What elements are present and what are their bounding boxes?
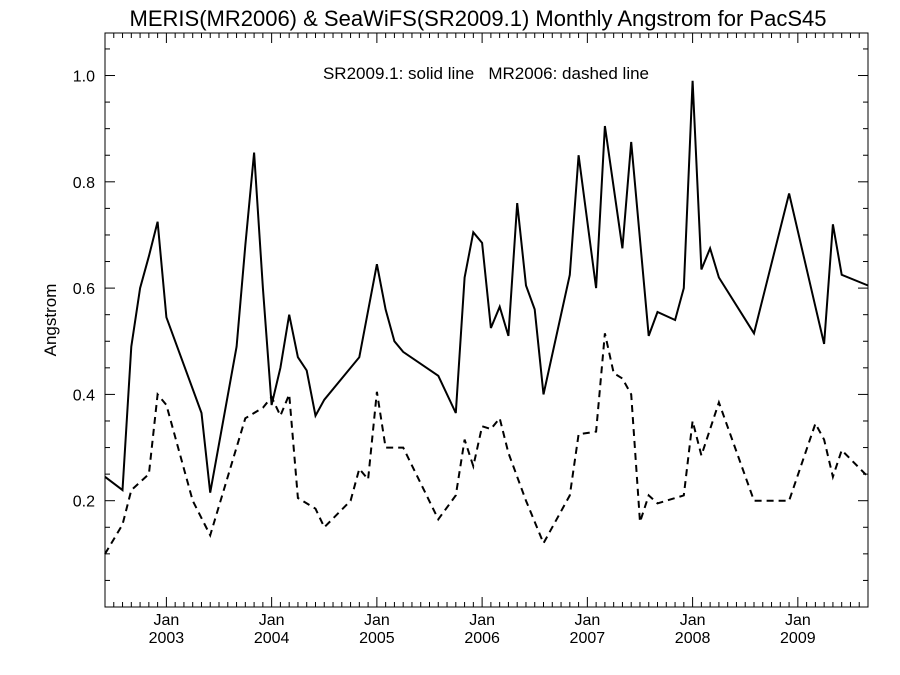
- x-tick-month-label: Jan: [259, 612, 285, 629]
- series-line-sr2009-1: [104, 80, 869, 493]
- x-tick-month-label: Jan: [574, 612, 600, 629]
- x-tick-year-label: 2007: [570, 630, 606, 647]
- x-tick-year-label: 2003: [149, 630, 185, 647]
- x-tick-year-label: 2006: [464, 630, 500, 647]
- y-axis-ticks: 0.2 0.4 0.6 0.8 1.0: [73, 48, 868, 581]
- series-line-mr2006: [104, 333, 869, 555]
- y-axis-label: Angstrom: [41, 284, 60, 357]
- y-tick-label: 0.2: [73, 494, 95, 511]
- y-tick-label: 0.8: [73, 175, 95, 192]
- x-tick-year-label: 2004: [254, 630, 290, 647]
- x-tick-year-label: 2005: [359, 630, 395, 647]
- x-axis-ticks: Jan2003Jan2004Jan2005Jan2006Jan2007Jan20…: [104, 33, 869, 647]
- chart-title: MERIS(MR2006) & SeaWiFS(SR2009.1) Monthl…: [130, 6, 827, 31]
- y-tick-label: 0.6: [73, 281, 95, 298]
- y-tick-label: 1.0: [73, 69, 95, 86]
- x-tick-year-label: 2009: [780, 630, 816, 647]
- x-tick-month-label: Jan: [364, 612, 390, 629]
- x-tick-month-label: Jan: [469, 612, 495, 629]
- plot-frame: [104, 32, 869, 608]
- line-style-annotation: SR2009.1: solid line MR2006: dashed line: [323, 64, 649, 83]
- y-tick-label: 0.4: [73, 387, 95, 404]
- x-tick-month-label: Jan: [680, 612, 706, 629]
- x-tick-month-label: Jan: [785, 612, 811, 629]
- x-tick-month-label: Jan: [153, 612, 179, 629]
- x-tick-year-label: 2008: [675, 630, 711, 647]
- series-layer: [104, 80, 869, 555]
